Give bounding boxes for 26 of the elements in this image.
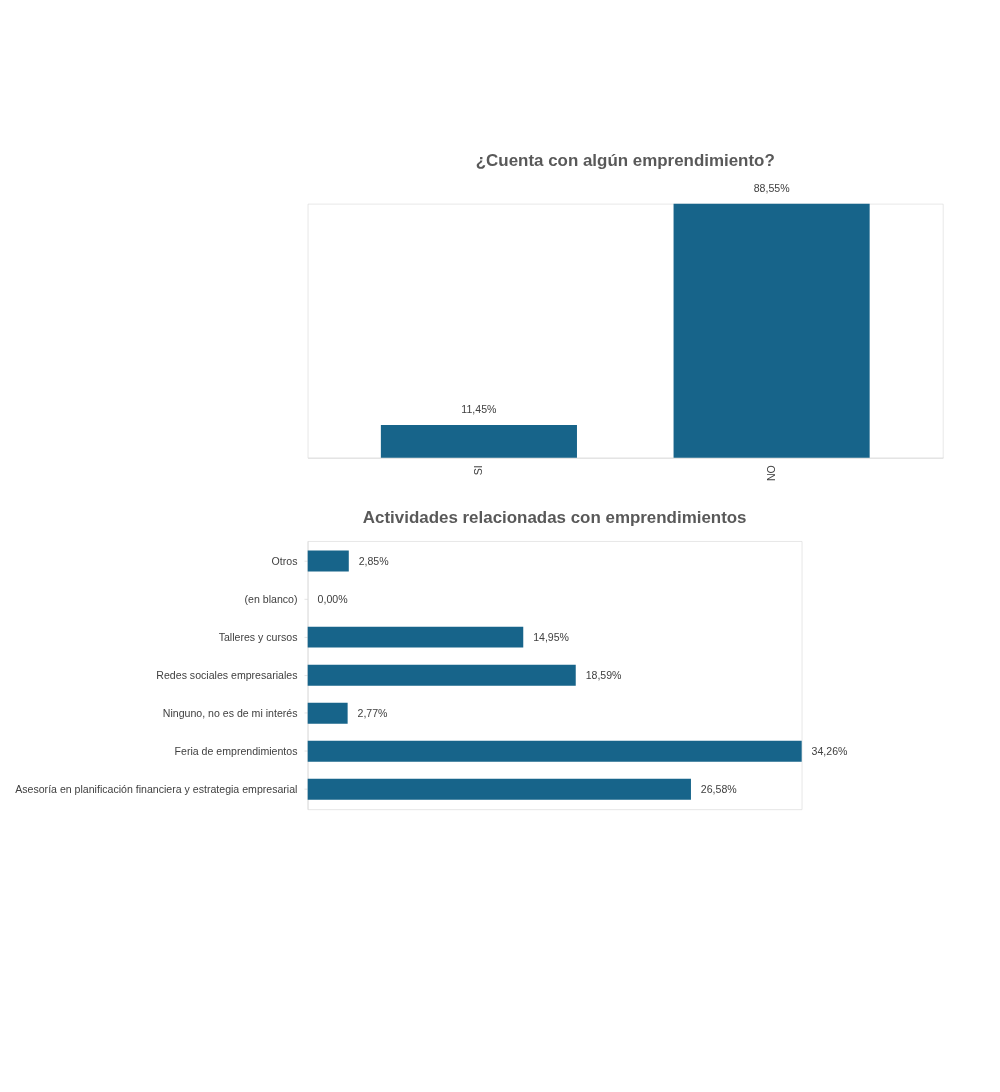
data-label: 2,77% [357,706,389,719]
bar [307,664,576,686]
bar [307,702,348,724]
data-label: 34,26% [811,744,849,757]
y-tick-label: Otros [271,554,298,567]
y-tick-label: Talleres y cursos [218,630,298,643]
chart-title: ¿Cuenta con algún emprendimiento? [475,150,775,170]
y-tick-label: (en blanco) [244,592,298,605]
data-label: 14,95% [533,630,570,643]
bar [307,778,691,800]
bar [307,550,349,572]
y-tick-label: Ninguno, no es de mi interés [162,706,298,719]
data-label: 18,59% [585,668,623,681]
data-label: 88,55% [753,181,791,194]
x-tick-label: SI [472,465,485,476]
data-label: 26,58% [700,782,738,795]
y-tick-label: Feria de emprendimientos [174,744,298,757]
data-label: 11,45% [461,402,498,415]
y-tick-label: Redes sociales empresariales [156,668,298,681]
bar [307,626,524,648]
bar [307,740,802,762]
y-tick-label: Asesoría en planificación financiera y estrategia empresarial [15,782,298,795]
chart-title: Actividades relacionadas con emprendimientos [362,508,747,528]
data-label: 0,00% [317,592,349,605]
data-label: 2,85% [358,554,390,567]
x-tick-label: NO [765,465,778,482]
